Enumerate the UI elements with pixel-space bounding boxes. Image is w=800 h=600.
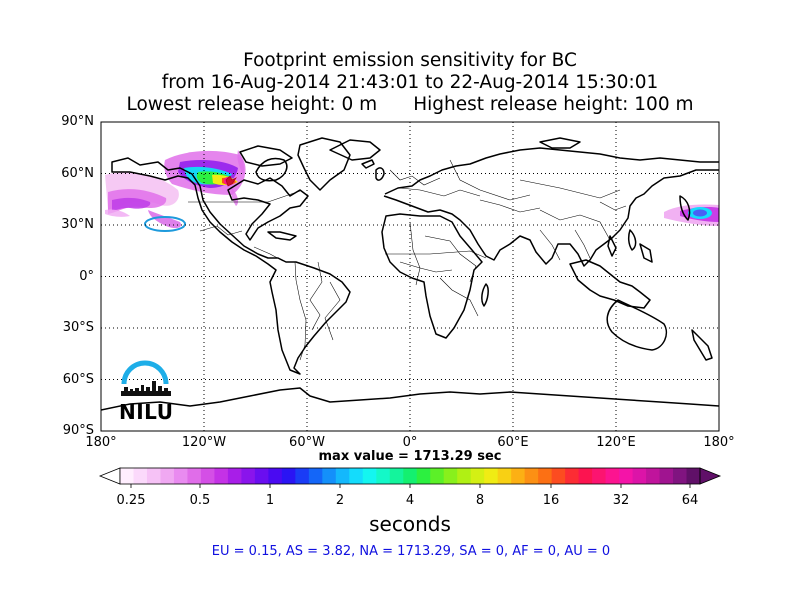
lat-label-90s: 90°S — [62, 423, 94, 438]
colorbar-tick: 4 — [405, 493, 415, 508]
colorbar-segment — [538, 468, 553, 484]
colorbar-segment — [524, 468, 539, 484]
colorbar-segment — [173, 468, 189, 484]
logo-arc — [121, 360, 169, 385]
colorbar-tick: 0.25 — [116, 493, 146, 508]
plot-release-heights: Lowest release height: 0 m Highest releas… — [0, 94, 800, 116]
footprint-plume — [105, 150, 719, 232]
lon-label-60e: 60°E — [497, 435, 529, 450]
colorbar-segment — [416, 468, 431, 484]
colorbar-segment — [160, 468, 175, 484]
colorbar-under-arrow — [98, 467, 121, 485]
colorbar-segment — [133, 468, 148, 484]
nilu-logo-text: NILU — [119, 400, 174, 424]
lon-label-180e: 180° — [703, 435, 735, 450]
colorbar-segment — [322, 468, 337, 484]
colorbar-segment — [659, 468, 674, 484]
region-summary: EU = 0.15, AS = 3.82, NA = 1713.29, SA =… — [211, 544, 611, 559]
colorbar-tick: 2 — [335, 493, 345, 508]
colorbar-segment — [268, 468, 283, 484]
colorbar-tick: 64 — [681, 493, 699, 508]
colorbar-tick: 16 — [542, 493, 560, 508]
colorbar-over-arrow — [699, 467, 722, 485]
colorbar-segment — [403, 468, 418, 484]
max-value-label: max value = 1713.29 sec — [318, 449, 502, 464]
nilu-logo — [121, 360, 171, 396]
colorbar-segment — [578, 468, 593, 484]
map-frame — [100, 121, 720, 432]
colorbar-segment — [646, 468, 661, 484]
colorbar-segment — [146, 468, 162, 484]
colorbar-segment — [443, 468, 458, 484]
lat-label-30s: 30°S — [62, 320, 94, 335]
colorbar-segment — [632, 468, 647, 484]
colorbar-segment — [592, 468, 607, 484]
colorbar-segment — [200, 468, 216, 484]
colorbar-segment — [605, 468, 620, 484]
colorbar-segment — [241, 468, 256, 484]
colorbar-tick: 32 — [612, 493, 630, 508]
lat-label-90n: 90°N — [61, 114, 94, 129]
colorbar-segment — [362, 468, 377, 484]
lowest-release-height: Lowest release height: 0 m — [126, 94, 378, 115]
lat-label-60n: 60°N — [61, 166, 94, 181]
lat-label-30n: 30°N — [61, 217, 94, 232]
colorbar-segment — [619, 468, 634, 484]
colorbar-segment — [389, 468, 404, 484]
lon-label-120w: 120°W — [181, 435, 227, 450]
colorbar-segment — [308, 468, 323, 484]
logo-skyline — [121, 381, 171, 396]
colorbar-segment — [484, 468, 499, 484]
colorbar-segment — [686, 468, 701, 484]
plot-date-range: from 16-Aug-2014 21:43:01 to 22-Aug-2014… — [161, 72, 659, 93]
colorbar-segment — [120, 468, 135, 484]
colorbar-segment — [214, 468, 229, 484]
colorbar-tick: 1 — [265, 493, 275, 508]
colorbar — [98, 467, 722, 488]
colorbar-segment — [376, 468, 391, 484]
colorbar-segment — [565, 468, 580, 484]
colorbar-tick: 0.5 — [189, 493, 211, 508]
colorbar-segment — [254, 468, 269, 484]
lat-label-60s: 60°S — [62, 372, 94, 387]
colorbar-segment — [511, 468, 526, 484]
lon-label-0: 0° — [402, 435, 418, 450]
colorbar-segment — [470, 468, 485, 484]
colorbar-tick: 8 — [475, 493, 485, 508]
lon-label-120e: 120°E — [596, 435, 636, 450]
colorbar-segment — [295, 468, 310, 484]
map-area — [101, 122, 719, 431]
colorbar-segment — [497, 468, 512, 484]
colorbar-segment — [335, 468, 350, 484]
coastlines — [101, 137, 719, 411]
colorbar-segment — [187, 468, 202, 484]
colorbar-segment — [430, 468, 445, 484]
lon-label-180w: 180° — [85, 435, 117, 450]
lon-label-60w: 60°W — [289, 435, 325, 450]
plot-title: Footprint emission sensitivity for BC — [243, 50, 577, 71]
highest-release-height: Highest release height: 100 m — [413, 94, 694, 115]
colorbar-label: seconds — [369, 512, 451, 536]
colorbar-segment — [281, 468, 296, 484]
colorbar-segment — [457, 468, 472, 484]
lat-label-0: 0° — [79, 269, 94, 284]
colorbar-segment — [551, 468, 566, 484]
colorbar-segment — [673, 468, 688, 484]
graticule — [101, 122, 719, 431]
colorbar-segment — [349, 468, 364, 484]
colorbar-segment — [227, 468, 242, 484]
